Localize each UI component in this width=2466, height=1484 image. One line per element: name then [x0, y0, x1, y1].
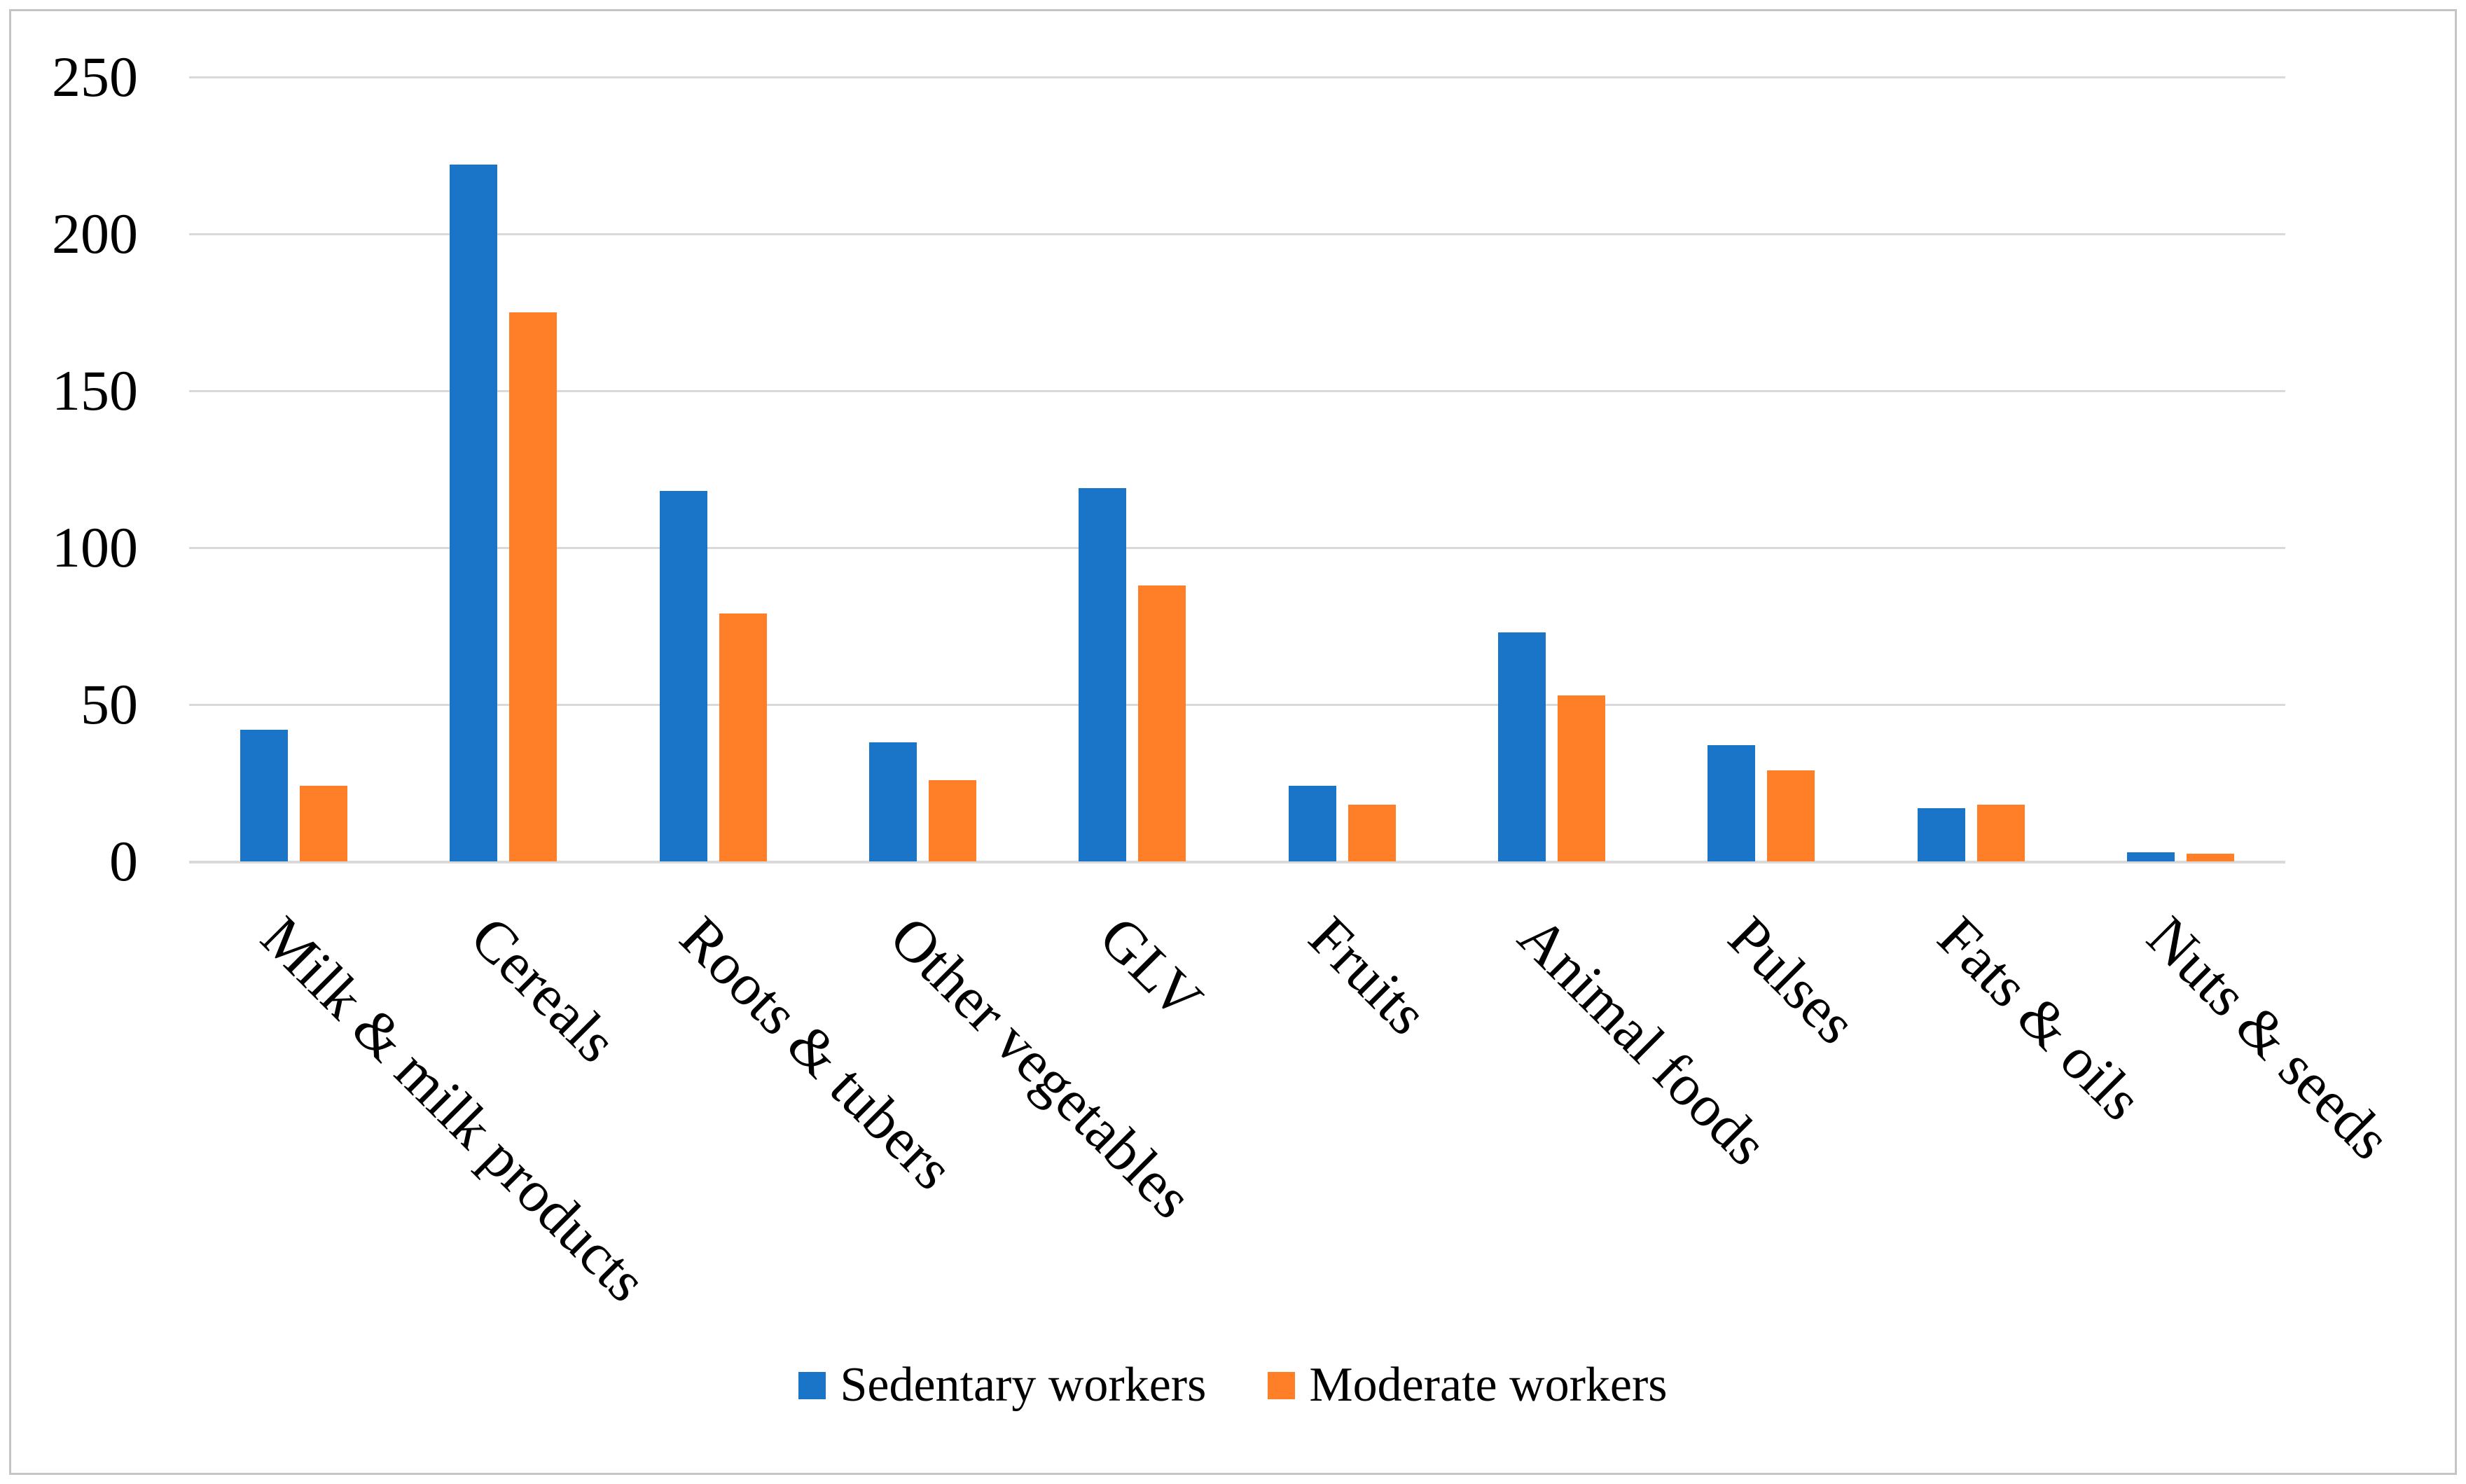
category-slot-Nuts & seeds [2076, 77, 2285, 861]
gridline-250 [189, 76, 2285, 78]
legend-swatch-sedentary-workers [798, 1371, 826, 1399]
bar-Moderate workers-Nuts & seeds [2186, 853, 2234, 861]
category-slot-Pulses [1656, 77, 1866, 861]
bar-Sedentary workers-Nuts & seeds [2126, 852, 2175, 861]
bar-Moderate workers-Fruits [1348, 805, 1396, 861]
bar-Moderate workers-GLV [1138, 585, 1186, 861]
legend-swatch-moderate-workers [1268, 1371, 1296, 1399]
chart-border [9, 9, 2457, 1475]
y-tick-label-150: 150 [52, 359, 138, 422]
bar-Sedentary workers-Milk & milk products [240, 729, 289, 861]
y-tick-label-200: 200 [52, 202, 138, 265]
bar-Moderate workers-Roots & tubers [719, 613, 767, 861]
gridline-150 [189, 390, 2285, 392]
legend: Sedentary workers Moderate workers [0, 1357, 2466, 1413]
bar-Sedentary workers-Roots & tubers [659, 491, 707, 861]
category-slot-Milk & milk products [189, 77, 399, 861]
bar-Sedentary workers-Fats & oils [1917, 807, 1965, 861]
category-slot-Roots & tubers [609, 77, 818, 861]
gridline-50 [189, 704, 2285, 706]
bar-Sedentary workers-Pulses [1708, 745, 1756, 861]
bar-Sedentary workers-GLV [1079, 487, 1127, 861]
bar-Moderate workers-Pulses [1767, 770, 1815, 861]
category-slot-Cereals [399, 77, 608, 861]
y-tick-label-50: 50 [81, 672, 138, 736]
category-slot-GLV [1027, 77, 1237, 861]
bar-Moderate workers-Milk & milk products [300, 786, 348, 861]
bar-Moderate workers-Animal foods [1557, 695, 1605, 861]
y-tick-label-100: 100 [52, 515, 138, 579]
bar-Moderate workers-Other vegetables [929, 779, 977, 861]
category-slot-Animal foods [1447, 77, 1656, 861]
category-slot-Fruits [1238, 77, 1447, 861]
legend-label-moderate-workers: Moderate workers [1309, 1358, 1668, 1412]
x-axis-line [189, 861, 2285, 864]
category-slot-Other vegetables [818, 77, 1027, 861]
category-slot-Fats & oils [1866, 77, 2075, 861]
bar-Sedentary workers-Other vegetables [869, 742, 917, 861]
bar-Sedentary workers-Animal foods [1497, 632, 1546, 861]
gridline-100 [189, 547, 2285, 549]
legend-label-sedentary-workers: Sedentary workers [840, 1358, 1207, 1412]
y-tick-label-0: 0 [109, 829, 138, 893]
legend-item-sedentary-workers: Sedentary workers [798, 1357, 1206, 1413]
y-tick-label-250: 250 [52, 45, 138, 109]
bar-Moderate workers-Fats & oils [1976, 805, 2025, 861]
gridline-200 [189, 233, 2285, 235]
legend-item-moderate-workers: Moderate workers [1268, 1357, 1668, 1413]
bar-Moderate workers-Cereals [509, 312, 557, 861]
bar-Sedentary workers-Fruits [1288, 786, 1336, 861]
plot-area [189, 76, 2285, 864]
bar-Sedentary workers-Cereals [450, 165, 498, 861]
